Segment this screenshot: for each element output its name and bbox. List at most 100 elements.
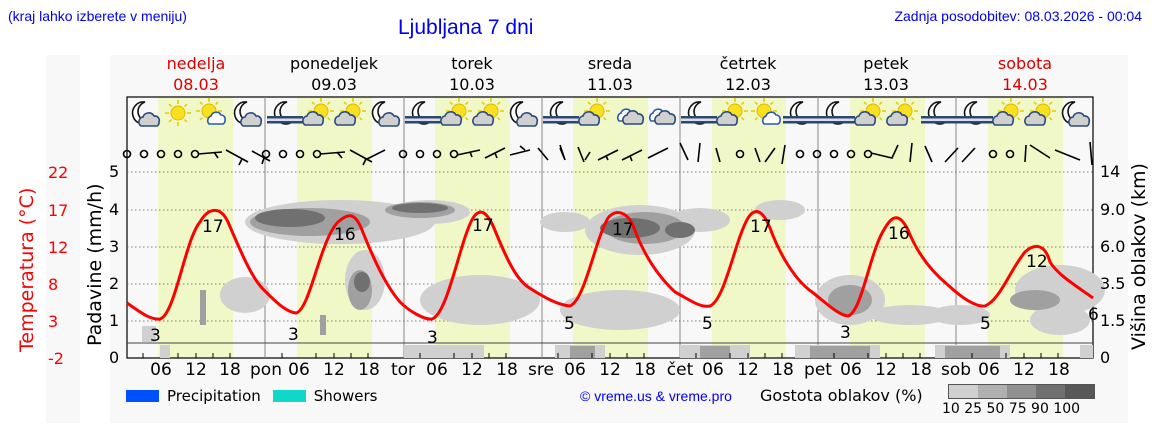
hour-label: 06 — [288, 360, 310, 380]
hour-label: pon — [250, 360, 282, 380]
density-cell — [978, 385, 1007, 398]
density-cell — [1036, 385, 1065, 398]
wind-barbs-row — [122, 141, 1093, 166]
precip-tick: 4 — [109, 200, 120, 219]
svg-text:12: 12 — [1026, 252, 1048, 272]
hour-label: 06 — [564, 360, 586, 380]
density-cell — [1007, 385, 1036, 398]
moon-cloud-icon — [235, 102, 262, 126]
temp-tick: 8 — [48, 275, 59, 294]
precip-tick: 0 — [109, 348, 120, 367]
moon-cloud-icon — [373, 102, 400, 126]
moon-fog-icon — [783, 102, 819, 124]
hour-label: tor — [390, 360, 416, 380]
hour-label: 18 — [634, 360, 656, 380]
cloud-height-tick: 14 — [1100, 162, 1121, 181]
svg-text:5: 5 — [702, 314, 713, 334]
hour-label: 12 — [1013, 360, 1035, 380]
precipitation-legend-label: Precipitation — [167, 387, 261, 405]
last-updated: Zadnja posodobitev: 08.03.2026 - 00:04 — [894, 8, 1142, 24]
cloud-height-tick: 6.0 — [1100, 237, 1126, 256]
precip-axis-label: Padavine (mm/h) — [84, 183, 106, 346]
hour-label: 18 — [910, 360, 932, 380]
hour-label: 06 — [150, 360, 172, 380]
svg-text:5: 5 — [980, 314, 991, 334]
moon-fog-icon — [819, 102, 855, 124]
cloud-height-axis-label: Višina oblakov (km) — [1128, 163, 1150, 350]
svg-text:5: 5 — [564, 314, 575, 334]
showers-swatch — [272, 390, 306, 402]
precipitation-swatch — [126, 390, 159, 402]
showers-legend-label: Showers — [313, 387, 378, 405]
hour-label: čet — [666, 360, 694, 380]
hour-label: 18 — [772, 360, 794, 380]
hour-label: 18 — [358, 360, 380, 380]
hour-label: 12 — [461, 360, 483, 380]
temp-axis-label: Temperatura (°C) — [16, 187, 38, 352]
moon-fog-icon — [957, 102, 993, 124]
page-title: Ljubljana 7 dni — [398, 16, 534, 39]
cloud-density-layer — [160, 200, 1105, 358]
cloud-height-tick: 3.5 — [1100, 274, 1126, 293]
hour-label: 06 — [702, 360, 724, 380]
moon-fog-icon — [921, 102, 957, 124]
hour-label: 18 — [219, 360, 241, 380]
temp-tick: 3 — [48, 312, 59, 331]
day-label-2: torek 10.03 — [449, 54, 495, 94]
region-hint-link[interactable]: (kraj lahko izberete v meniju) — [8, 8, 187, 24]
svg-text:17: 17 — [750, 217, 772, 237]
hour-label: 12 — [599, 360, 621, 380]
hour-label: sre — [528, 360, 554, 380]
svg-text:17: 17 — [202, 217, 224, 237]
hour-label: sob — [940, 360, 972, 380]
svg-text:17: 17 — [472, 216, 494, 236]
svg-text:3: 3 — [150, 326, 161, 346]
temp-tick: -2 — [48, 349, 64, 368]
cloud-density-label: Gostota oblakov (%) — [760, 386, 923, 405]
hour-label: 18 — [496, 360, 518, 380]
hour-label: 12 — [875, 360, 897, 380]
cloud-height-tick: 1.5 — [1100, 311, 1126, 330]
temperature-line — [126, 208, 1094, 321]
cloud-icon — [650, 109, 676, 124]
credit-link[interactable]: © vreme.us & vreme.pro — [580, 388, 732, 404]
cloud-density-scale — [948, 384, 1095, 399]
moon-cloud-icon — [1063, 102, 1090, 126]
hour-label: 06 — [426, 360, 448, 380]
temp-annotations: 3 17 3 16 3 17 5 17 5 17 3 16 5 12 6 — [142, 216, 1099, 348]
temp-axis-panel — [46, 55, 80, 423]
day-label-0: nedelja 08.03 — [166, 54, 226, 94]
precip-tick: 3 — [109, 237, 120, 256]
chart-legend: Precipitation Showers — [126, 387, 377, 405]
day-label-6: sobota 14.03 — [997, 54, 1053, 94]
cloud-density-scale-labels: 10 25 50 75 90 100 — [942, 401, 1081, 417]
hour-label: 18 — [1048, 360, 1070, 380]
precip-tick: 5 — [109, 162, 120, 181]
hour-label: pet — [804, 360, 832, 380]
temp-tick: 17 — [48, 201, 69, 220]
hour-label: 12 — [185, 360, 207, 380]
moon-cloud-icon — [511, 102, 538, 126]
svg-text:16: 16 — [334, 225, 356, 245]
hour-label: 12 — [323, 360, 345, 380]
day-label-1: ponedeljek 09.03 — [290, 54, 378, 94]
density-cell — [949, 385, 978, 398]
hour-label: 06 — [978, 360, 1000, 380]
moon-fog-icon — [681, 102, 717, 124]
day-label-3: sreda 11.03 — [587, 54, 633, 94]
hour-label: 12 — [737, 360, 759, 380]
hour-label: 06 — [840, 360, 862, 380]
precip-tick: 1 — [109, 311, 120, 330]
svg-text:6: 6 — [1088, 305, 1099, 325]
svg-text:3: 3 — [427, 328, 438, 348]
svg-text:17: 17 — [612, 220, 634, 240]
day-label-5: petek 13.03 — [863, 54, 909, 94]
svg-text:3: 3 — [288, 325, 299, 345]
precip-tick: 2 — [109, 274, 120, 293]
density-cell — [1065, 385, 1094, 398]
cloud-height-tick: 0 — [1100, 348, 1111, 367]
svg-text:3: 3 — [840, 323, 851, 343]
svg-text:16: 16 — [888, 224, 910, 244]
temp-tick: 12 — [48, 238, 69, 257]
